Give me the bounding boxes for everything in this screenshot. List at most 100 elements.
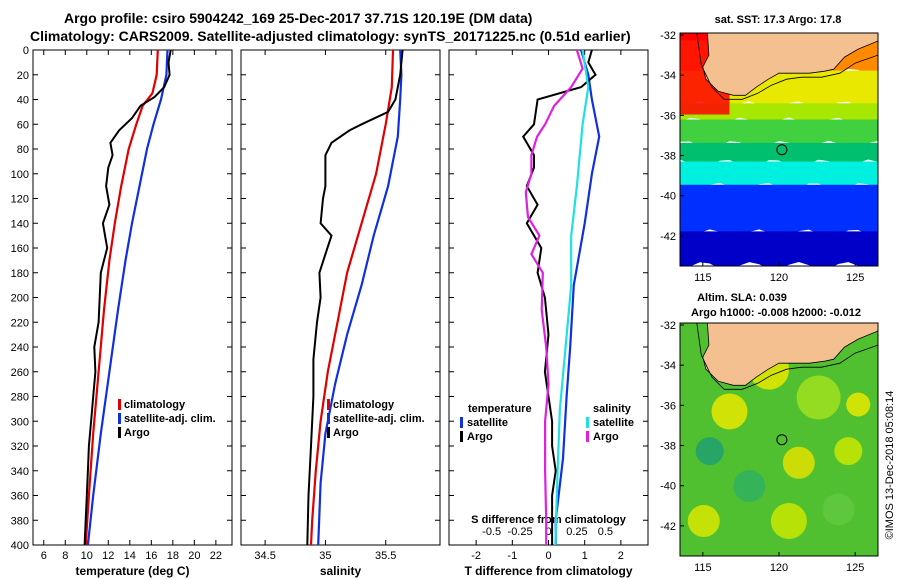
legend-swatch [118,399,121,410]
x-tick-label: 18 [167,550,179,562]
map-lat-label: -32 [660,320,676,332]
y-tick-label: 260 [11,367,29,379]
x-axis-label: T difference from climatology [464,564,632,578]
x-tick-label: 6 [41,550,47,562]
legend-swatch [118,427,121,438]
series-line-climatology [309,49,395,546]
series-line-satellite-adj-clim- [317,49,403,546]
map-lat-label: -34 [660,70,676,82]
map-lat-label: -32 [660,30,676,42]
y-tick-label: 400 [11,540,29,552]
plot-frame-temperature [32,49,233,546]
sla-anomaly-blob [846,392,871,417]
series-line-argo [306,49,404,546]
legend-label: Argo [124,427,150,439]
map-lon-label: 115 [694,562,712,574]
map-lat-label: -40 [660,191,676,203]
x-tick-label: -1 [507,550,517,562]
map-lat-label: -34 [660,360,676,372]
sla-anomaly-blob [822,493,855,526]
map-lat-label: -42 [660,231,676,243]
legend-swatch [327,413,330,424]
x2-tick-label: 0.5 [598,526,613,538]
map-lat-label: -38 [660,441,676,453]
sst-map: -32 -34 -36 -38 -40 -42 115 120 125 [660,30,879,284]
series-line-t-satellite [554,49,601,545]
x-tick-label: 10 [81,550,93,562]
sla-map-title: Altim. SLA: 0.039 [697,292,787,304]
map-lat-label: -42 [660,521,676,533]
x-tick-label: 35 [319,550,331,562]
panel-temperature: 0 20 40 60 80 100 120 140 160 180 200 220 240 260 280 3… [11,45,233,578]
series-line-t-argo [521,49,597,545]
legend-label: Argo [467,431,493,443]
sla-anomaly-blob [770,503,807,540]
y-tick-label: 340 [11,466,29,478]
argo-location-marker [776,144,788,156]
legend-swatch [460,417,463,428]
series-line-climatology [84,49,159,546]
land-mass [702,33,878,96]
legend-swatch [586,417,589,428]
title-line1: Argo profile: csiro 5904242_169 25-Dec-2… [64,10,532,26]
legend-label: climatology [333,399,395,411]
sla-map: -32 -34 -36 -38 -40 -42 115 120 125 [660,320,879,574]
isobath-contour [696,323,878,390]
plot-frame-difference [448,49,649,546]
x-tick-label: 35.5 [375,550,396,562]
series-line-s-argo [524,49,584,545]
y-tick-label: 20 [17,70,29,82]
x-tick-label: 20 [188,550,200,562]
map-lon-label: 120 [770,272,788,284]
legend-swatch [327,427,330,438]
y-tick-label: 80 [17,144,29,156]
x-tick-label: 2 [618,550,624,562]
y-tick-label: 180 [11,268,29,280]
legend-swatch [586,431,589,442]
map-lon-label: 115 [694,272,712,284]
map-field [680,323,878,556]
y-tick-label: 360 [11,491,29,503]
legend-label: satellite-adj. clim. [124,413,216,425]
x2-axis-label: S difference from climatology [471,514,627,526]
sla-anomaly-blob [733,470,766,503]
y-tick-label: 140 [11,218,29,230]
legend-label: satellite [593,417,634,429]
argo-location-marker [776,434,788,446]
y-tick-label: 100 [11,169,29,181]
x-tick-label: 16 [145,550,157,562]
y-tick-label: 280 [11,392,29,404]
x2-tick-label: -0.25 [508,526,533,538]
x-tick-label: 1 [582,550,588,562]
legend-label: Argo [333,427,359,439]
legend-title: salinity [593,403,632,415]
x2-tick-label: 0 [545,526,551,538]
x-tick-label: 0 [545,550,551,562]
isobath-contour [696,33,878,100]
map-lat-label: -38 [660,151,676,163]
series-line-argo [83,49,172,546]
y-tick-label: 200 [11,293,29,305]
x2-tick-label: 0.25 [566,526,587,538]
land-mass [702,323,878,386]
y-tick-label: 40 [17,95,29,107]
sla-map-subtitle: Argo h1000: -0.008 h2000: -0.012 [691,307,861,319]
map-lon-label: 125 [846,562,864,574]
y-tick-label: 0 [23,45,29,57]
legend-label: satellite [467,417,508,429]
sla-anomaly-blob [687,505,720,538]
y-tick-label: 300 [11,416,29,428]
legend-swatch [327,399,330,410]
map-lat-label: -36 [660,400,676,412]
x2-tick-label: -0.5 [482,526,501,538]
x-tick-label: 34.5 [254,550,275,562]
sst-band [680,184,878,238]
x-axis-label: salinity [320,564,362,578]
panel-difference: -2 -1 0 1 2 T difference from climatology -0.5… [448,49,649,578]
panel-salinity: 34.5 35 35.5 salinity climatology satellite-a… [240,49,441,578]
x-tick-label: 8 [62,550,68,562]
map-lat-label: -40 [660,481,676,493]
x-axis-label: temperature (deg C) [75,564,189,578]
series-line-s-satellite [554,49,590,546]
